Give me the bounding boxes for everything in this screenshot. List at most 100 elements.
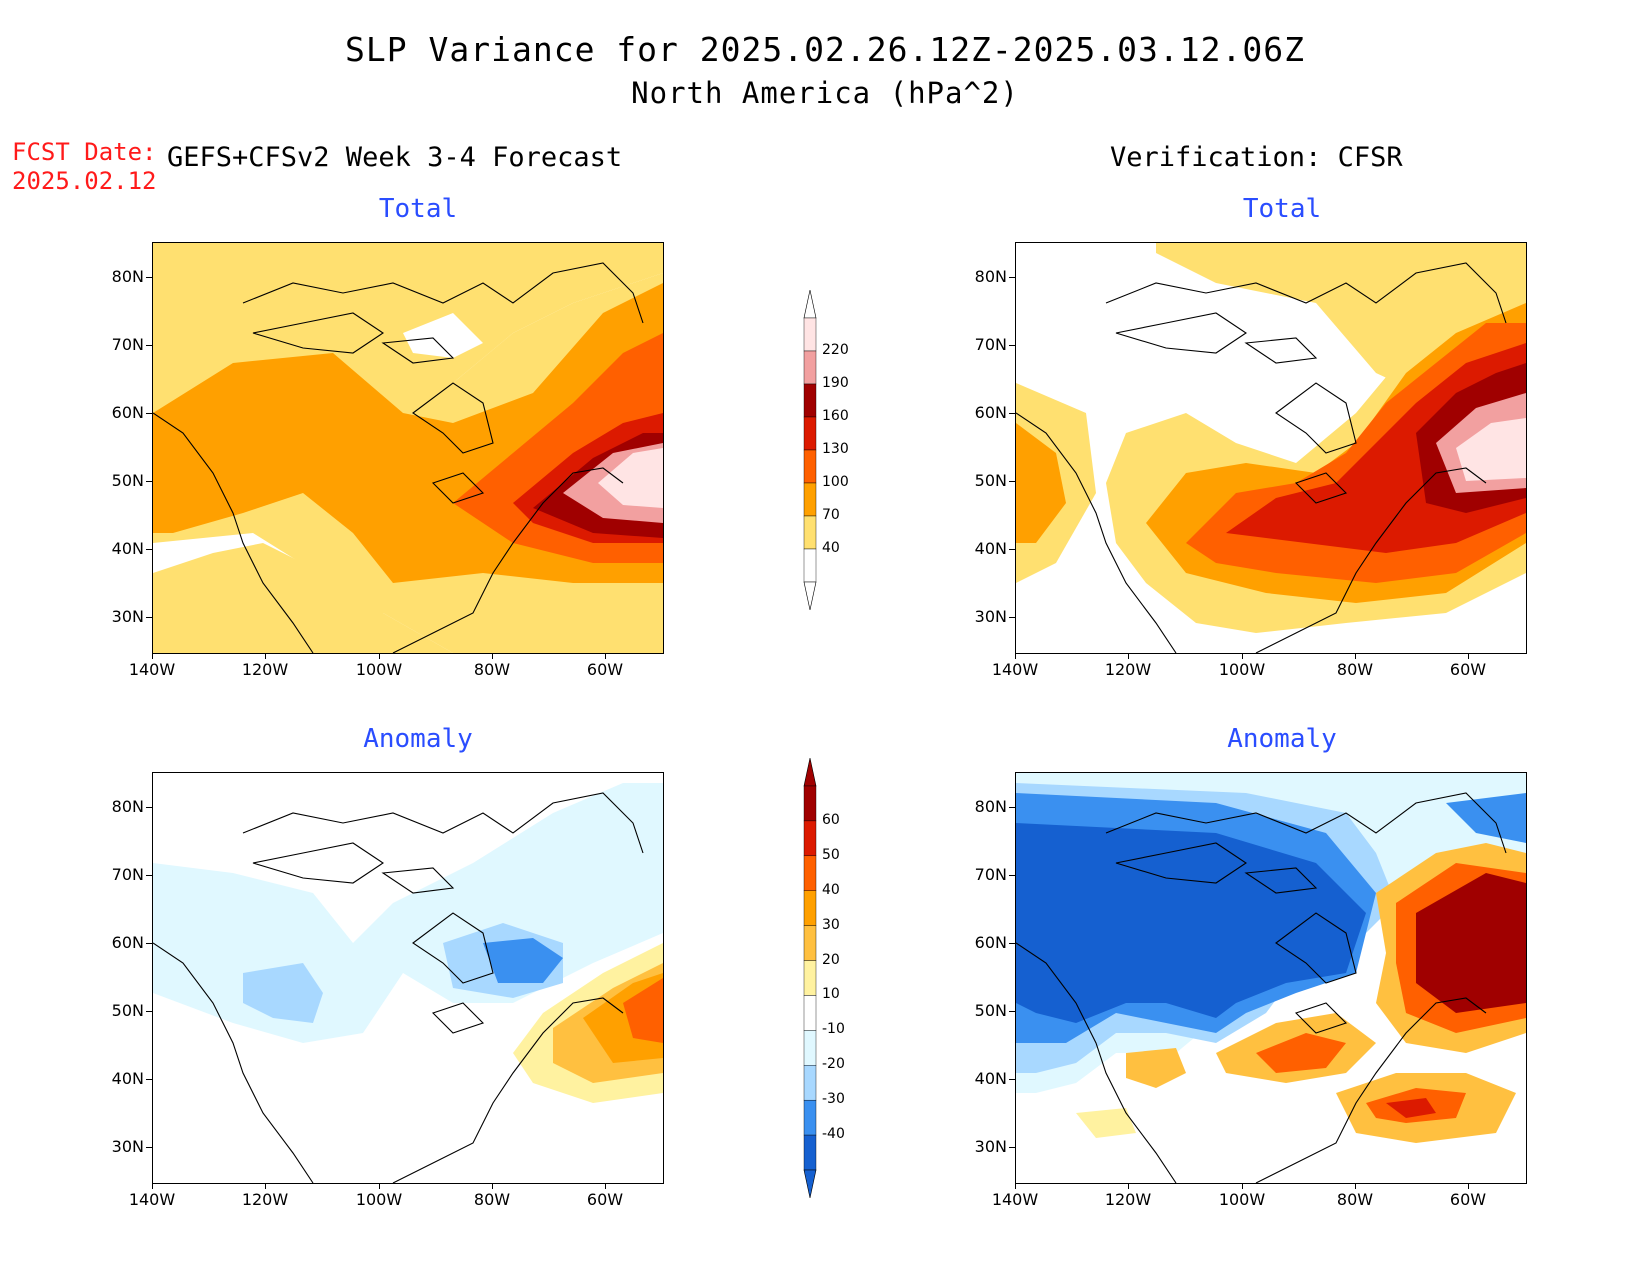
lat-tick <box>146 413 152 414</box>
lat-label: 50N <box>111 471 144 490</box>
lat-tick <box>146 549 152 550</box>
lat-tick <box>146 943 152 944</box>
lat-label: 50N <box>974 471 1007 490</box>
lat-tick <box>1009 549 1015 550</box>
lat-label: 60N <box>974 933 1007 952</box>
lon-tick <box>1128 1183 1129 1189</box>
lat-label: 80N <box>974 267 1007 286</box>
lat-tick <box>1009 1011 1015 1012</box>
colorbar-swatch <box>803 820 817 857</box>
lon-label: 100W <box>355 660 403 679</box>
colorbar-label: -20 <box>822 1056 845 1073</box>
colorbar-swatches <box>803 290 817 610</box>
total-colorbar: 220 190 160 130 100 70 40 <box>800 290 849 610</box>
lon-label: 120W <box>1104 660 1152 679</box>
lon-label: 100W <box>355 1190 403 1209</box>
lat-tick <box>1009 617 1015 618</box>
lon-tick <box>1015 653 1016 659</box>
lat-label: 70N <box>974 335 1007 354</box>
forecast-total-title: Total <box>378 194 458 224</box>
verification-anomaly-shading <box>1016 773 1526 1183</box>
lat-tick <box>1009 277 1015 278</box>
colorbar-label: 40 <box>822 540 840 556</box>
lat-tick <box>1009 875 1015 876</box>
lat-tick <box>1009 1147 1015 1148</box>
lon-label: 80W <box>1336 1190 1374 1209</box>
lon-label: 120W <box>241 660 289 679</box>
lat-label: 50N <box>111 1001 144 1020</box>
colorbar-label: 10 <box>822 986 840 1003</box>
lat-label: 50N <box>974 1001 1007 1020</box>
verification-total-title: Total <box>1242 194 1322 224</box>
colorbar-label: 30 <box>822 916 840 933</box>
lon-tick <box>265 1183 266 1189</box>
fcst-date-label: FCST Date: <box>12 138 157 166</box>
colorbar-label: 130 <box>822 441 849 457</box>
lat-label: 60N <box>111 403 144 422</box>
colorbar-label: 220 <box>822 342 849 358</box>
lat-tick <box>146 617 152 618</box>
colorbar-swatch <box>803 1099 817 1136</box>
forecast-total-map <box>152 242 664 654</box>
lon-tick <box>605 653 606 659</box>
colorbar-label: 40 <box>822 881 840 898</box>
colorbar-swatch <box>803 416 817 451</box>
lon-label: 60W <box>1449 660 1487 679</box>
colorbar-label: -10 <box>822 1021 845 1038</box>
lat-label: 60N <box>111 933 144 952</box>
colorbar-label: 160 <box>822 408 849 424</box>
colorbar-swatch <box>803 449 817 484</box>
lat-label: 70N <box>111 335 144 354</box>
lat-label: 80N <box>974 797 1007 816</box>
colorbar-label: 70 <box>822 507 840 523</box>
colorbar-swatch <box>803 383 817 418</box>
colorbar-swatch <box>803 515 817 550</box>
lon-tick <box>265 653 266 659</box>
lon-tick <box>1242 1183 1243 1189</box>
lon-tick <box>605 1183 606 1189</box>
forecast-anomaly-shading <box>153 773 663 1183</box>
lat-tick <box>146 1147 152 1148</box>
lat-label: 40N <box>111 1069 144 1088</box>
lat-label: 70N <box>974 865 1007 884</box>
colorbar-label: 20 <box>822 951 840 968</box>
lon-tick <box>1468 1183 1469 1189</box>
colorbar-swatch <box>803 925 817 961</box>
lon-label: 140W <box>991 1190 1039 1209</box>
lon-label: 140W <box>128 660 176 679</box>
lon-tick <box>1015 1183 1016 1189</box>
lon-label: 140W <box>128 1190 176 1209</box>
lon-label: 120W <box>1104 1190 1152 1209</box>
lat-tick <box>146 1079 152 1080</box>
colorbar-min-triangle <box>803 1169 817 1198</box>
colorbar-label: -30 <box>822 1091 845 1108</box>
colorbar-max-triangle <box>803 290 817 319</box>
colorbar-swatch <box>803 785 817 822</box>
lat-label: 30N <box>111 607 144 626</box>
lat-tick <box>146 807 152 808</box>
lat-label: 70N <box>111 865 144 884</box>
lon-label: 80W <box>473 1190 511 1209</box>
lat-label: 40N <box>974 539 1007 558</box>
forecast-total-shading <box>153 243 663 653</box>
lat-label: 80N <box>111 267 144 286</box>
colorbar-swatch <box>803 1065 817 1101</box>
anomaly-colorbar: 60 50 40 30 20 10 -10 -20 -30 -40 <box>800 758 845 1198</box>
lat-tick <box>1009 413 1015 414</box>
colorbar-label: -40 <box>822 1126 845 1143</box>
lon-tick <box>1128 653 1129 659</box>
colorbar-label: 60 <box>822 811 840 828</box>
lon-tick <box>492 1183 493 1189</box>
lat-label: 40N <box>111 539 144 558</box>
colorbar-swatch <box>803 855 817 891</box>
colorbar-swatch <box>803 1030 817 1066</box>
lat-label: 60N <box>974 403 1007 422</box>
forecast-anomaly-title: Anomaly <box>363 724 473 754</box>
verification-total-map <box>1015 242 1527 654</box>
lat-label: 40N <box>974 1069 1007 1088</box>
lat-label: 30N <box>111 1137 144 1156</box>
lon-label: 60W <box>586 660 624 679</box>
lat-tick <box>1009 1079 1015 1080</box>
colorbar-swatch <box>803 482 817 517</box>
lat-tick <box>146 277 152 278</box>
